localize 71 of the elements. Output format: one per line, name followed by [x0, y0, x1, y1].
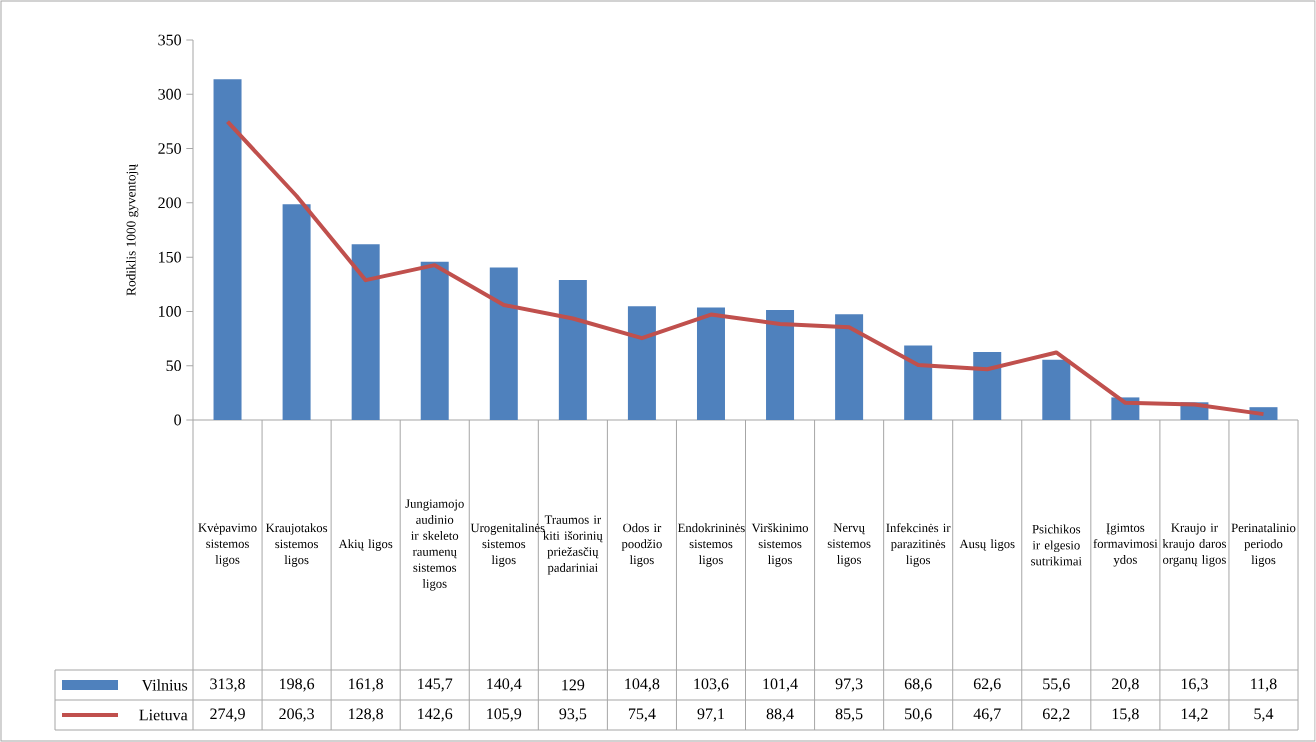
data-label: 62,6 — [973, 678, 1001, 692]
bar — [489, 267, 518, 420]
x-tick-label: Akių ligos — [338, 539, 393, 551]
x-tick-label: Nervų sistemos ligos — [827, 523, 871, 567]
x-tick-label: Kraujo ir kraujo daros organų ligos — [1162, 523, 1226, 567]
data-label: 88,4 — [766, 708, 794, 722]
y-tick-label: 300 — [158, 88, 182, 100]
data-label: 93,5 — [559, 708, 587, 722]
data-label: 46,7 — [973, 708, 1001, 722]
data-label: 274,9 — [210, 708, 245, 722]
y-axis-title: Rodiklis 1000 gyventojų — [126, 164, 139, 296]
legend-label: Vilnius — [141, 679, 188, 691]
bar — [420, 261, 449, 420]
y-tick-label: 150 — [159, 251, 182, 263]
x-tick-label: Kvėpavimo sistemos ligos — [198, 523, 257, 567]
data-label: 145,7 — [418, 678, 453, 692]
data-label: 5,4 — [1254, 708, 1274, 722]
x-tick-label: Įgimtos formavimosi ydos — [1093, 523, 1158, 567]
data-label: 11,8 — [1251, 678, 1277, 692]
data-label: 198,6 — [280, 678, 315, 692]
bar — [282, 204, 311, 420]
x-tick-label: Endokrininės sistemos ligos — [678, 523, 745, 567]
data-label: 55,6 — [1043, 678, 1070, 692]
x-tick-label: Kraujotakos sistemos ligos — [266, 523, 328, 567]
y-tick-label: 200 — [158, 197, 182, 209]
x-tick-label: Odos ir poodžio ligos — [621, 523, 662, 567]
x-tick-label: Jungiamojo audinio ir skeleto raumenų sistemos ligos — [405, 499, 464, 591]
bar — [1042, 359, 1071, 420]
bar — [351, 244, 380, 420]
data-label: 128,8 — [349, 708, 384, 722]
data-label: 103,6 — [694, 678, 729, 692]
bar — [835, 314, 864, 420]
data-label: 101,4 — [763, 678, 798, 692]
data-label: 50,6 — [905, 708, 932, 722]
data-label: 85,5 — [835, 708, 863, 722]
bar — [973, 352, 1002, 420]
data-label: 129 — [562, 679, 585, 691]
y-tick-label: 250 — [158, 143, 182, 154]
bar — [558, 279, 587, 420]
y-tick-label: 350 — [158, 34, 182, 46]
y-tick-label: 100 — [159, 306, 182, 317]
x-tick-label: Infekcinės ir parazitinės ligos — [886, 523, 951, 567]
bar — [627, 306, 656, 420]
bar — [213, 79, 242, 420]
bar — [696, 307, 725, 420]
legend-label: Lietuva — [139, 709, 188, 721]
data-label: 161,8 — [349, 678, 384, 692]
data-label: 20,8 — [1112, 678, 1139, 692]
data-label: 206,3 — [279, 708, 314, 722]
data-label: 97,3 — [835, 678, 863, 692]
data-label: 16,3 — [1181, 678, 1208, 692]
x-tick-label: Ausų ligos — [959, 539, 1015, 551]
x-tick-label: Virškinimo sistemos ligos — [751, 523, 809, 567]
x-tick-label: Perinatalinio periodo ligos — [1231, 523, 1296, 567]
data-label: 104,8 — [625, 678, 660, 692]
data-label: 62,2 — [1042, 708, 1070, 722]
y-tick-label: 0 — [174, 414, 182, 426]
data-label: 68,6 — [904, 678, 932, 692]
data-label: 142,6 — [418, 708, 453, 722]
line-series — [225, 119, 1266, 417]
bar — [904, 345, 933, 420]
data-label: 97,1 — [697, 708, 725, 722]
y-tick-label: 50 — [166, 360, 182, 372]
data-label: 15,8 — [1112, 708, 1139, 722]
data-label: 140,4 — [487, 678, 522, 692]
data-label: 313,8 — [210, 678, 245, 692]
data-label: 75,4 — [628, 708, 656, 722]
x-tick-label: Psichikos ir elgesio sutrikimai — [1031, 524, 1082, 566]
bar — [766, 309, 795, 420]
data-label: 14,2 — [1181, 708, 1208, 722]
data-label: 105,9 — [487, 708, 522, 722]
